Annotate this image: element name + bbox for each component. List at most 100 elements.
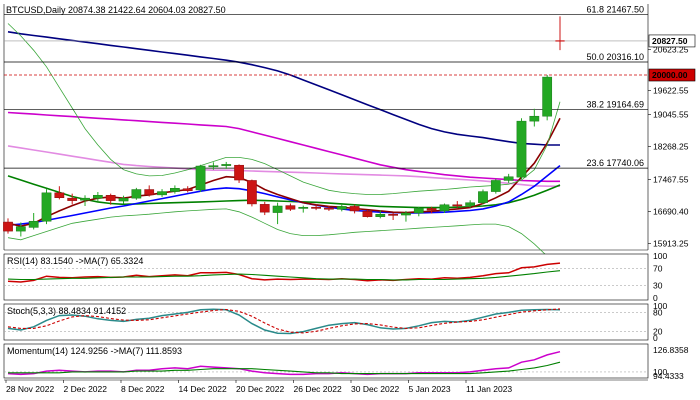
y-tick-label-3: 18268.25 bbox=[653, 141, 689, 151]
candle-35 bbox=[452, 201, 463, 208]
candle-body bbox=[157, 191, 167, 196]
candle-body bbox=[105, 195, 116, 201]
overlay-line-6 bbox=[7, 23, 561, 195]
indicator-tick-0: 100 bbox=[653, 301, 667, 311]
price-badge-box bbox=[648, 34, 696, 48]
fib-label-0: 61.8 21467.50 bbox=[586, 5, 644, 15]
indicator-tick-1: 100 bbox=[653, 367, 667, 377]
candle-11 bbox=[144, 185, 155, 197]
candle-43 bbox=[555, 16, 565, 51]
indicator-pane-0: RSI(14) 83.1540 ->MA(7) 65.3324 100 70 30 0 bbox=[3, 251, 667, 303]
candle-33 bbox=[426, 206, 437, 214]
candle-9 bbox=[118, 195, 129, 204]
indicator-tick-2: 20 bbox=[653, 327, 663, 337]
candle-body bbox=[439, 204, 450, 212]
candle-22 bbox=[285, 203, 296, 211]
candlestick-series bbox=[3, 16, 565, 237]
candle-13 bbox=[170, 185, 180, 194]
candle-body bbox=[234, 164, 244, 181]
candle-18 bbox=[234, 164, 244, 183]
candle-body bbox=[465, 202, 476, 206]
x-tick-label-1: 2 Dec 2022 bbox=[64, 384, 108, 394]
candle-4 bbox=[54, 186, 65, 200]
candle-body bbox=[413, 208, 424, 214]
indicator-title: Momentum(14) 124.9256 ->MA(7) 111.8593 bbox=[7, 346, 182, 356]
indicator-tick-2: 30 bbox=[653, 280, 663, 290]
indicator-tick-1: 70 bbox=[653, 264, 663, 274]
candle-14 bbox=[182, 186, 193, 193]
indicator-tick-0: 126.8358 bbox=[653, 345, 689, 355]
candle-42 bbox=[542, 75, 553, 121]
fib-label-1: 50.0 20316.10 bbox=[586, 52, 644, 62]
candle-body bbox=[259, 204, 270, 213]
candle-body bbox=[490, 180, 501, 192]
candle-body bbox=[144, 189, 155, 196]
candle-32 bbox=[413, 206, 424, 217]
chart-header: BTCUSD,Daily 20874.38 21422.64 20604.03 … bbox=[6, 5, 226, 15]
x-tick-label-6: 30 Dec 2022 bbox=[351, 384, 399, 394]
candle-body bbox=[15, 226, 26, 232]
candle-body bbox=[375, 213, 386, 217]
price-badge-1: 20000.00 bbox=[648, 68, 696, 82]
indicator-series-0 bbox=[7, 262, 561, 283]
candle-26 bbox=[336, 204, 347, 212]
candle-body bbox=[247, 180, 257, 205]
candle-body bbox=[67, 197, 78, 201]
y-tick-label-0: 20623.25 bbox=[653, 44, 689, 54]
candle-17 bbox=[221, 161, 232, 169]
candle-body bbox=[195, 165, 206, 191]
candle-body bbox=[478, 191, 488, 203]
candle-31 bbox=[401, 210, 411, 222]
candle-body bbox=[516, 120, 527, 178]
candle-body bbox=[182, 188, 193, 192]
candle-body bbox=[131, 189, 142, 199]
price-axis-labels: 20623.25 19622.55 19045.55 18268.25 17467.55… bbox=[648, 44, 689, 248]
y-tick-label-6: 15913.25 bbox=[653, 238, 689, 248]
overlay-line-3 bbox=[7, 175, 561, 209]
candle-5 bbox=[67, 193, 78, 205]
indicator-tick-3: 0 bbox=[653, 293, 658, 303]
y-tick-label-1: 19622.55 bbox=[653, 86, 689, 96]
candle-2 bbox=[28, 212, 39, 230]
fibonacci-levels: 61.8 21467.50 50.0 20316.10 38.2 19164.69 2… bbox=[4, 5, 648, 169]
candle-40 bbox=[516, 118, 527, 180]
indicator-tick-1: 80 bbox=[653, 307, 663, 317]
indicator-tick-0: 100 bbox=[653, 251, 667, 261]
candle-body bbox=[388, 213, 398, 216]
indicator-series-1 bbox=[7, 270, 561, 281]
candle-body bbox=[452, 204, 463, 207]
candle-15 bbox=[195, 164, 206, 192]
price-badge-box bbox=[648, 68, 696, 82]
x-tick-label-4: 20 Dec 2022 bbox=[236, 384, 284, 394]
x-tick-label-2: 8 Dec 2022 bbox=[121, 384, 165, 394]
candle-body bbox=[401, 212, 411, 216]
candle-37 bbox=[478, 189, 488, 205]
x-tick-label-3: 14 Dec 2022 bbox=[179, 384, 227, 394]
candle-23 bbox=[298, 205, 309, 213]
indicator-tick-2: 94.4333 bbox=[653, 371, 684, 381]
y-tick-label-5: 16690.40 bbox=[653, 206, 689, 216]
candle-body bbox=[272, 205, 283, 213]
indicator-title: Stoch(5,3,3) 88.4834 91.4152 bbox=[7, 306, 126, 316]
overlay-line-2 bbox=[7, 145, 560, 187]
candle-body bbox=[426, 208, 437, 211]
candle-28 bbox=[362, 210, 373, 218]
candle-41 bbox=[529, 108, 540, 127]
candle-body bbox=[298, 206, 309, 209]
price-badges: 20827.50 20000.00 bbox=[648, 34, 696, 82]
candle-20 bbox=[259, 201, 270, 216]
candle-body bbox=[542, 76, 553, 117]
candle-body bbox=[92, 195, 103, 199]
candle-body bbox=[503, 176, 514, 181]
candle-body bbox=[170, 188, 180, 192]
candle-29 bbox=[375, 210, 386, 219]
candle-body bbox=[54, 192, 65, 199]
candle-body bbox=[28, 220, 39, 228]
y-tick-label-2: 19045.55 bbox=[653, 109, 689, 119]
price-badge-label: 20827.50 bbox=[652, 36, 688, 46]
candle-12 bbox=[157, 189, 167, 197]
candle-body bbox=[208, 165, 219, 168]
candle-38 bbox=[490, 178, 501, 194]
